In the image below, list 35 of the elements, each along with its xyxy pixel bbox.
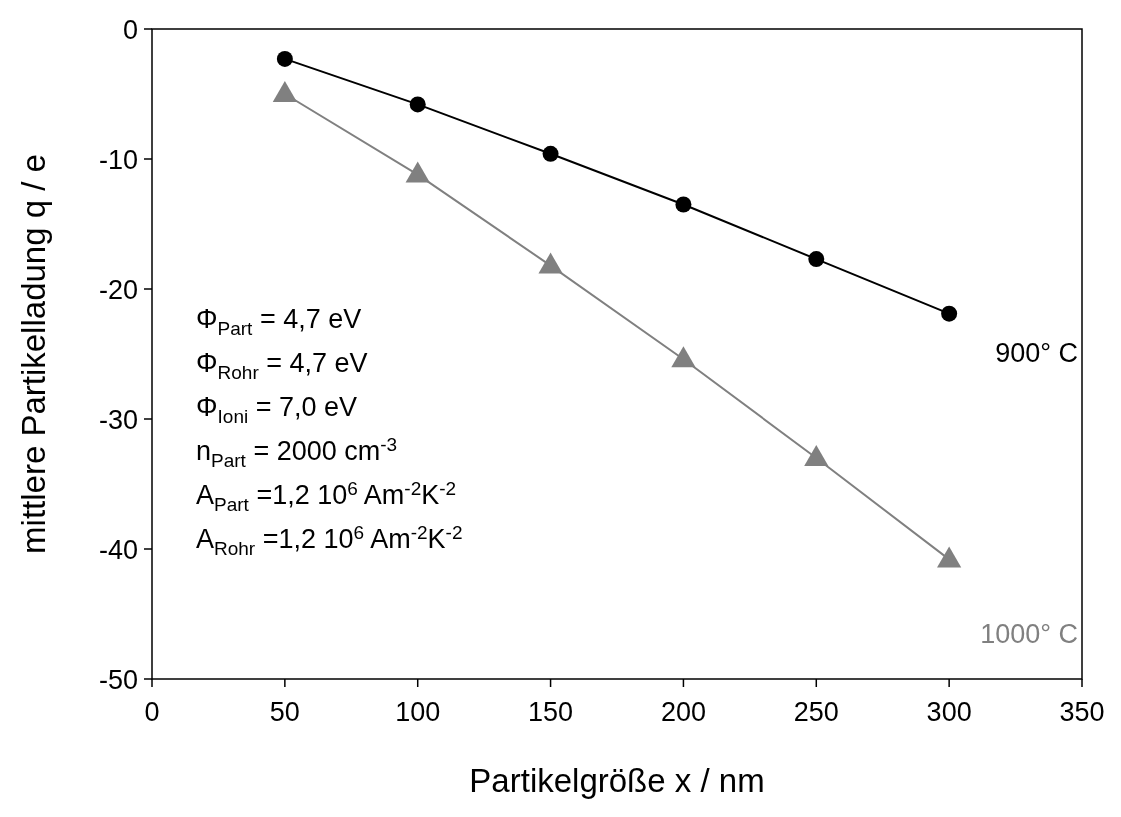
y-tick-label: -40 [98,535,138,565]
point [937,546,962,568]
y-tick-label: -20 [98,275,138,305]
y-axis-title: mittlere Partikelladung q / e [15,154,52,554]
point [808,251,825,268]
y-tick-label: -50 [98,665,138,695]
x-tick-label: 200 [660,697,706,727]
point [276,50,293,67]
x-tick-label: 100 [395,697,441,727]
x-axis-title: Partikelgröße x / nm [469,762,765,799]
annotation: Φ$_{Part}$ = 4,7 eV [196,304,362,339]
series-label: 900° C [995,337,1078,368]
annotation: Φ$_{Rohr}$ = 4,7 eV [196,348,368,383]
point [542,145,559,162]
point [671,346,696,368]
x-tick-label: 350 [1059,697,1105,727]
point [941,305,958,322]
y-tick-label: 0 [122,15,138,45]
y-tick-label: -10 [98,145,138,175]
x-tick-label: 50 [269,697,300,727]
point [405,161,430,183]
annotation: A$_{Part}$ =1,2 10$^{6}$ Am$^{-2}$K$^{-2}$ [196,478,457,515]
x-tick-label: 150 [528,697,574,727]
point [804,445,829,466]
annotation: n$_{Part}$ = 2000 cm$^{-3}$ [196,434,398,471]
point [538,252,563,274]
annotation: Φ$_{Ioni}$ = 7,0 eV [196,392,358,427]
point [675,196,692,213]
text: 1000° C [980,619,1078,650]
point [409,96,426,113]
x-tick-label: 0 [144,697,160,727]
annotation: A$_{Rohr}$ =1,2 10$^{6}$ Am$^{-2}$K$^{-2}$ [196,522,463,559]
x-tick-label: 300 [926,697,972,727]
y-tick-label: -30 [98,405,138,435]
x-tick-label: 250 [793,697,839,727]
